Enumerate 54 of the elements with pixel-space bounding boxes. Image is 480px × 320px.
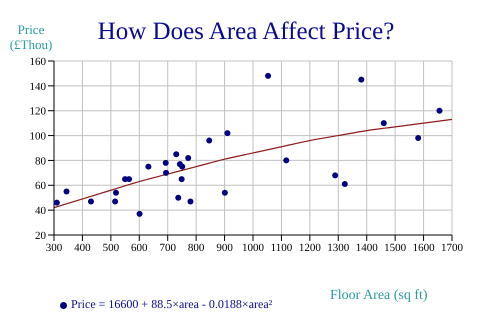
x-tick-label: 700 (159, 242, 176, 254)
point (163, 170, 170, 176)
x-tick-label: 500 (102, 242, 120, 254)
legend-label: Price = 16600 + 88.5×area - 0.0188×area² (71, 297, 272, 311)
point (224, 130, 230, 136)
point (436, 108, 442, 114)
point (88, 198, 94, 204)
x-tick-label: 800 (188, 242, 205, 254)
x-axis-title: Floor Area (sq ft) (330, 288, 428, 304)
point (283, 157, 290, 164)
point (206, 138, 212, 144)
point (178, 176, 185, 182)
point (187, 198, 194, 204)
point (358, 76, 364, 83)
x-tick-label: 1600 (412, 242, 436, 254)
x-tick-label: 1400 (356, 242, 378, 254)
x-tick-label: 1700 (441, 242, 464, 254)
y-tick-label: 60 (35, 180, 46, 192)
y-tick-label: 20 (35, 230, 46, 242)
y-axis-title: Price (£Thou) (8, 22, 54, 52)
point (136, 210, 143, 217)
x-tick-label: 1100 (270, 242, 293, 254)
y-tick-label: 140 (30, 80, 46, 93)
x-tick-label: 1300 (327, 242, 350, 254)
point (112, 198, 118, 204)
x-tick-label: 1500 (384, 242, 407, 254)
x-tick-label: 400 (74, 242, 92, 254)
point (145, 164, 152, 170)
y-tick-label: 160 (30, 56, 46, 68)
y-tick-label: 120 (30, 106, 46, 118)
point (222, 190, 228, 196)
x-tick-label: 1000 (242, 242, 264, 254)
y-tick-label: 80 (35, 155, 46, 168)
x-tick-label: 600 (131, 242, 148, 254)
point (179, 164, 186, 170)
x-tick-label: 900 (216, 242, 234, 254)
x-tick-label: 300 (46, 242, 63, 254)
point (112, 190, 119, 196)
point (173, 151, 180, 158)
x-tick-label: 1200 (298, 242, 322, 254)
point (64, 188, 70, 194)
point (162, 160, 169, 166)
y-tick-label: 100 (30, 130, 46, 142)
point (415, 135, 422, 142)
point (175, 194, 182, 201)
point (342, 181, 348, 188)
point (265, 72, 272, 79)
y-tick-label: 40 (35, 205, 46, 218)
point (332, 172, 338, 178)
point (380, 120, 387, 126)
chart-title: How Does Area Affect Price? (96, 18, 396, 46)
point (54, 200, 60, 206)
line-series (54, 118, 452, 208)
point (185, 154, 192, 161)
